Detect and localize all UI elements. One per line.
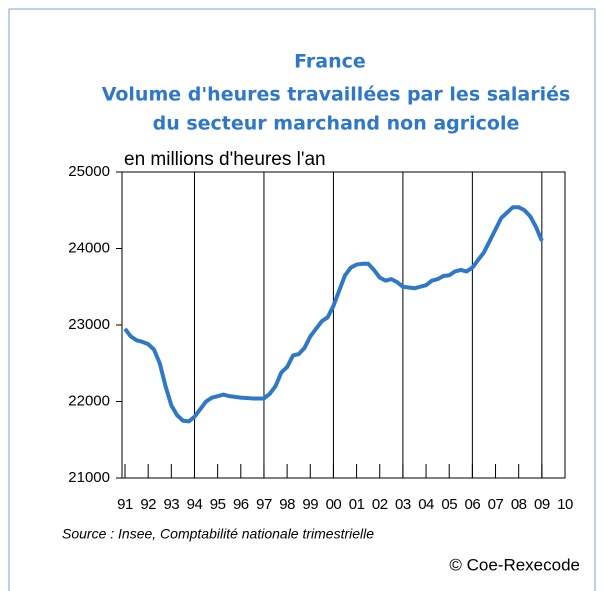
x-tick-label: 91 — [117, 496, 133, 513]
y-axis-label: en millions d'heures l'an — [124, 149, 326, 170]
y-tick-label: 22000 — [68, 392, 110, 409]
x-tick-label: 94 — [187, 496, 203, 513]
x-tick-label: 99 — [302, 496, 318, 513]
x-tick-label: 97 — [256, 496, 272, 513]
x-tick-label: 09 — [534, 496, 550, 513]
x-tick-label: 08 — [511, 496, 527, 513]
y-tick-label: 23000 — [68, 316, 110, 333]
line — [123, 205, 544, 424]
plot-area — [121, 171, 566, 479]
x-tick-label: 93 — [163, 496, 179, 513]
x-tick-label: 06 — [465, 496, 481, 513]
x-tick-label: 92 — [140, 496, 156, 513]
chart-subtitle: Volume d'heures travaillées par les sala… — [102, 84, 571, 106]
frame — [8, 8, 596, 591]
chart-subtitle: du secteur marchand non agricole — [153, 113, 520, 135]
x-tick-label: 04 — [418, 496, 434, 513]
chart-title: France — [294, 51, 366, 73]
x-tick-label: 07 — [488, 496, 504, 513]
x-tick-label: 96 — [233, 496, 249, 513]
x-tick-label: 95 — [210, 496, 226, 513]
x-tick-label: 10 — [557, 496, 573, 513]
y-tick-label: 25000 — [68, 163, 110, 180]
x-tick-label: 05 — [441, 496, 457, 513]
x-tick-label: 03 — [395, 496, 411, 513]
y-tick-label: 24000 — [68, 239, 110, 256]
x-tick-label: 98 — [279, 496, 295, 513]
x-tick-label: 01 — [349, 496, 365, 513]
x-tick-label: 02 — [372, 496, 388, 513]
source: Source : Insee, Comptabilité nationale t… — [62, 526, 374, 542]
copyright: © Coe-Rexecode — [449, 555, 580, 574]
x-tick-label: 00 — [326, 496, 342, 513]
y-tick-label: 21000 — [68, 469, 110, 486]
